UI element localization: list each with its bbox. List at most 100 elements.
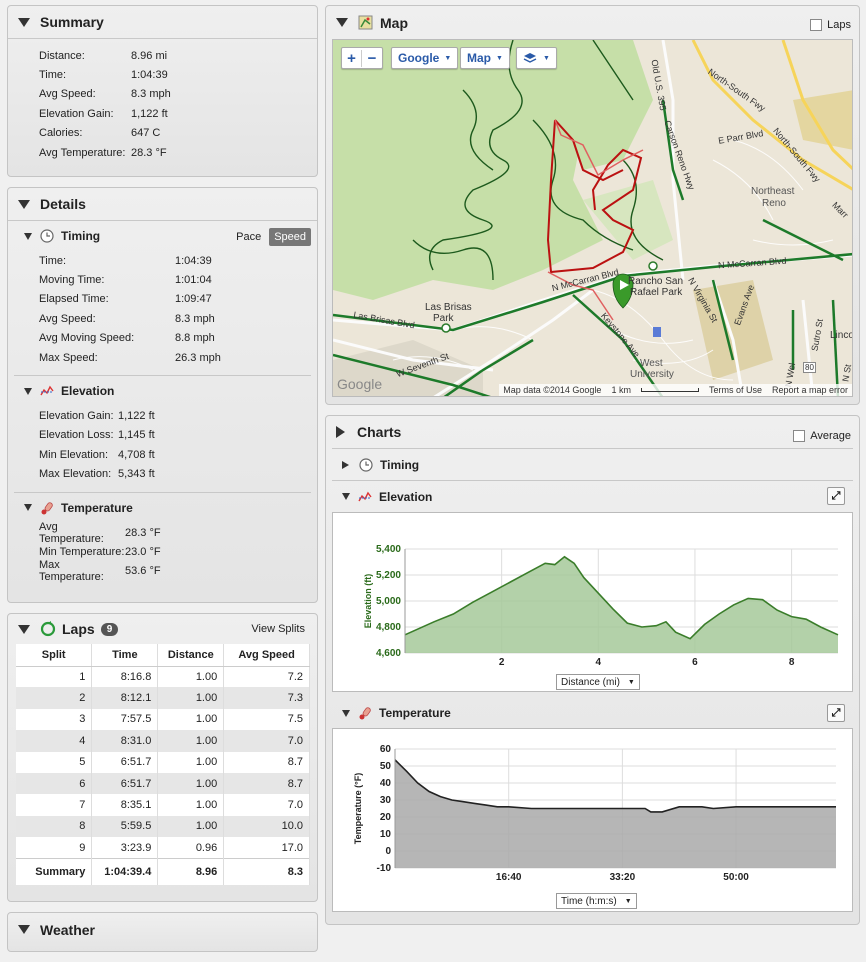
table-cell: 6 <box>16 772 93 795</box>
table-row[interactable]: 1 8:16.8 1.00 7.2 <box>16 666 310 688</box>
stat-value: 1:09:47 <box>175 293 212 306</box>
stat-value: 1,122 ft <box>118 410 155 423</box>
y-tick-label: 5,400 <box>376 544 401 555</box>
collapse-triangle-icon[interactable] <box>336 18 348 27</box>
collapse-triangle-icon[interactable] <box>18 199 30 209</box>
elevation-xaxis-dropdown[interactable]: Distance (mi) ▼ <box>556 674 640 690</box>
collapse-triangle-icon[interactable] <box>24 504 32 512</box>
charts-header[interactable]: Charts Average <box>326 416 859 448</box>
stat-label: Avg Speed: <box>39 88 96 101</box>
stat-row: Calories: 647 C <box>39 124 317 143</box>
y-tick-label: 5,000 <box>376 596 401 607</box>
temperature-xaxis-dropdown[interactable]: Time (h:m:s) ▼ <box>556 893 637 909</box>
temperature-chart: -10 0 10 20 30 40 50 60 16:40 33:20 50:00 Temperatu… <box>332 728 853 912</box>
layers-icon <box>523 53 537 63</box>
temperature-section: Temperature Avg Temperature: 28.3 °F Min T… <box>14 493 311 589</box>
laps-checkbox-label: Laps <box>827 19 851 31</box>
expand-chart-button[interactable]: ⤢ <box>827 487 845 505</box>
average-toggle[interactable]: Average <box>793 430 851 442</box>
stat-label: Time: <box>39 254 67 267</box>
collapse-triangle-icon[interactable] <box>18 925 30 934</box>
chart-elevation-title: Elevation <box>379 489 433 504</box>
elevation-title: Elevation <box>61 384 115 399</box>
temperature-header[interactable]: Temperature <box>14 493 311 523</box>
summary-header[interactable]: Summary <box>8 6 317 39</box>
column-header[interactable]: Time <box>91 644 159 667</box>
zoom-out-button[interactable]: − <box>367 49 377 67</box>
average-checkbox[interactable] <box>793 430 806 442</box>
table-cell: 4 <box>16 730 93 752</box>
y-tick-label: 50 <box>380 761 392 772</box>
stat-row: Elevation Loss: 1,145 ft <box>39 426 311 445</box>
zoom-controls: + − <box>341 47 383 69</box>
laps-toggle[interactable]: Laps <box>810 19 851 31</box>
map-type-dropdown[interactable]: Map ▼ <box>460 47 510 69</box>
table-cell: 5 <box>16 751 93 773</box>
table-row[interactable]: 4 8:31.0 1.00 7.0 <box>16 730 310 752</box>
map-layers-dropdown[interactable]: ▼ <box>516 47 557 69</box>
chart-temperature-title: Temperature <box>379 706 451 720</box>
table-row[interactable]: 6 6:51.7 1.00 8.7 <box>16 772 310 795</box>
expand-triangle-icon[interactable] <box>342 460 349 469</box>
column-header[interactable]: Split <box>16 644 93 667</box>
elevation-chart: 4,600 4,800 5,000 5,200 5,400 2 4 6 8 Elevation (… <box>332 512 853 692</box>
table-row[interactable]: 9 3:23.9 0.96 17.0 <box>16 837 310 859</box>
collapse-triangle-icon[interactable] <box>18 624 30 634</box>
timing-title: Timing <box>61 229 101 243</box>
terms-link[interactable]: Terms of Use <box>708 385 762 395</box>
report-error-link[interactable]: Report a map error <box>771 385 848 395</box>
chart-timing-header[interactable]: Timing <box>332 448 853 480</box>
collapse-triangle-icon[interactable] <box>342 709 350 717</box>
stat-row: Distance: 8.96 mi <box>39 46 317 65</box>
speed-option[interactable]: Speed <box>269 228 311 246</box>
map-tiles[interactable] <box>333 40 853 397</box>
zoom-in-button[interactable]: + <box>342 49 362 67</box>
expand-triangle-icon[interactable] <box>336 426 345 438</box>
details-title: Details <box>40 196 86 212</box>
weather-header[interactable]: Weather <box>8 913 317 946</box>
table-row[interactable]: 3 7:57.5 1.00 7.5 <box>16 708 310 731</box>
map-title: Map <box>380 14 408 31</box>
map-label: University <box>630 369 674 380</box>
collapse-triangle-icon[interactable] <box>24 232 32 240</box>
map-canvas[interactable]: + − Google ▼ Map ▼ ▼ North-South Fwy Nor… <box>332 39 853 397</box>
x-tick-label: 50:00 <box>723 872 749 883</box>
column-header[interactable]: Avg Speed <box>223 644 310 667</box>
collapse-triangle-icon[interactable] <box>342 493 350 500</box>
pace-option[interactable]: Pace <box>236 231 262 243</box>
weather-title: Weather <box>40 921 95 938</box>
chart-temperature-header[interactable]: Temperature ⤢ <box>332 698 853 728</box>
table-cell: 8:16.8 <box>91 666 159 688</box>
laps-checkbox[interactable] <box>810 19 823 31</box>
details-panel: Details Timing Pace Speed Time: 1:04:39 Mo… <box>7 187 318 603</box>
stat-value: 8.3 mph <box>131 88 171 101</box>
chart-elevation-header[interactable]: Elevation ⤢ <box>332 480 853 512</box>
stat-label: Avg Temperature: <box>39 520 104 545</box>
expand-chart-button[interactable]: ⤢ <box>827 704 845 722</box>
stat-row: Max Speed: 26.3 mph <box>39 348 311 367</box>
table-cell: 1.00 <box>157 772 225 795</box>
table-row[interactable]: 8 5:59.5 1.00 10.0 <box>16 815 310 838</box>
view-splits-link[interactable]: View Splits <box>251 623 305 635</box>
table-row[interactable]: 7 8:35.1 1.00 7.0 <box>16 794 310 816</box>
details-header[interactable]: Details <box>8 188 317 221</box>
map-header[interactable]: Map Laps <box>326 6 859 39</box>
temperature-rows: Avg Temperature: 28.3 °F Min Temperature: 2… <box>14 520 311 589</box>
timing-header[interactable]: Timing Pace Speed <box>14 221 311 251</box>
table-cell: 8 <box>16 815 93 838</box>
elevation-header[interactable]: Elevation <box>14 376 311 406</box>
laps-header[interactable]: Laps 9 View Splits <box>8 614 317 644</box>
elevation-rows: Elevation Gain: 1,122 ft Elevation Loss: 1,… <box>14 406 311 492</box>
table-cell: 1.00 <box>157 751 225 773</box>
stat-value: 1,145 ft <box>118 429 155 442</box>
collapse-triangle-icon[interactable] <box>24 387 32 395</box>
table-row[interactable]: 5 6:51.7 1.00 8.7 <box>16 751 310 773</box>
stat-value: 1,122 ft <box>131 107 168 120</box>
table-row[interactable]: 2 8:12.1 1.00 7.3 <box>16 687 310 709</box>
stat-label: Avg Moving Speed: <box>39 332 135 345</box>
stat-label: Elapsed Time: <box>39 293 109 306</box>
map-provider-dropdown[interactable]: Google ▼ <box>391 47 459 69</box>
map-icon <box>358 15 373 30</box>
collapse-triangle-icon[interactable] <box>18 17 30 27</box>
column-header[interactable]: Distance <box>157 644 225 667</box>
